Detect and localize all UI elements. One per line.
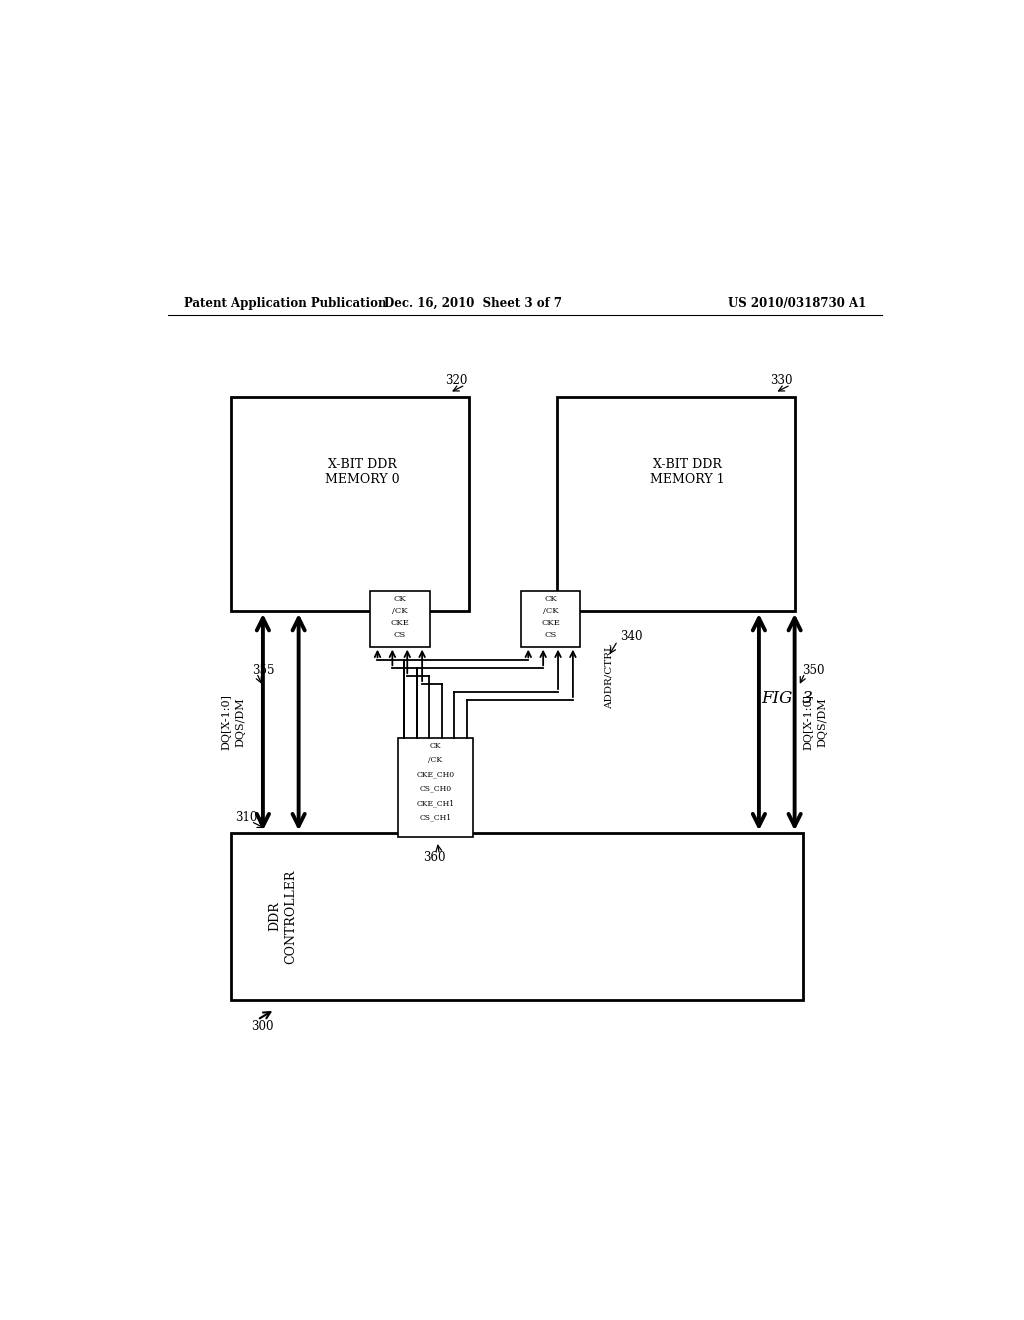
- Bar: [231, 397, 469, 611]
- Text: Patent Application Publication: Patent Application Publication: [183, 297, 386, 310]
- Text: 355: 355: [253, 664, 275, 677]
- Text: CK: CK: [393, 595, 407, 603]
- Text: /CK: /CK: [543, 607, 558, 615]
- Bar: [397, 738, 473, 837]
- Text: X-BIT DDR
MEMORY 1: X-BIT DDR MEMORY 1: [650, 458, 725, 486]
- Text: 360: 360: [424, 850, 446, 863]
- Text: /CK: /CK: [428, 756, 442, 764]
- Text: /CK: /CK: [392, 607, 408, 615]
- Text: 310: 310: [236, 810, 257, 824]
- Text: CS: CS: [393, 631, 406, 639]
- Text: 320: 320: [445, 375, 468, 387]
- Text: 300: 300: [251, 1019, 273, 1032]
- Text: CS_CH1: CS_CH1: [420, 813, 452, 821]
- Text: CK: CK: [430, 742, 441, 750]
- Text: 330: 330: [770, 375, 793, 387]
- Text: CK: CK: [544, 595, 557, 603]
- Text: CKE: CKE: [541, 619, 560, 627]
- Text: CKE_CH1: CKE_CH1: [417, 799, 455, 807]
- Text: CKE_CH0: CKE_CH0: [417, 771, 455, 779]
- Text: CS_CH0: CS_CH0: [420, 785, 452, 793]
- Bar: [557, 397, 795, 611]
- Text: 340: 340: [620, 631, 642, 643]
- Bar: [231, 833, 803, 1001]
- Bar: [521, 591, 581, 647]
- Text: CS: CS: [545, 631, 557, 639]
- Text: DQ[X-1:0]
DQS/DM: DQ[X-1:0] DQS/DM: [803, 694, 827, 750]
- Bar: [370, 591, 430, 647]
- Text: X-BIT DDR
MEMORY 0: X-BIT DDR MEMORY 0: [325, 458, 399, 486]
- Text: CKE: CKE: [390, 619, 410, 627]
- Text: DDR
CONTROLLER: DDR CONTROLLER: [268, 870, 297, 964]
- Text: DQ[X-1:0]
DQS/DM: DQ[X-1:0] DQS/DM: [221, 694, 246, 750]
- Text: ADDR/CTRL: ADDR/CTRL: [604, 644, 613, 709]
- Text: FIG. 3: FIG. 3: [761, 690, 813, 706]
- Text: 350: 350: [803, 664, 825, 677]
- Text: Dec. 16, 2010  Sheet 3 of 7: Dec. 16, 2010 Sheet 3 of 7: [384, 297, 562, 310]
- Text: US 2010/0318730 A1: US 2010/0318730 A1: [728, 297, 866, 310]
